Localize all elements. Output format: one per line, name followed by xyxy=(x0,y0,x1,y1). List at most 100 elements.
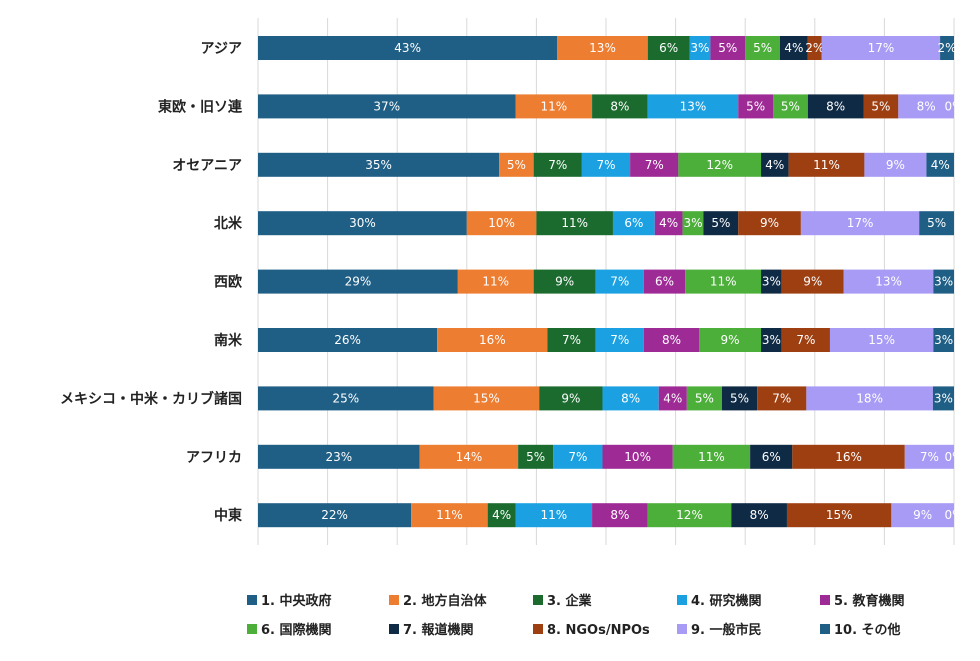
category-label: 南米 xyxy=(214,332,243,349)
data-label: 15% xyxy=(868,333,895,347)
data-label: 15% xyxy=(826,508,853,522)
data-label: 16% xyxy=(479,333,506,347)
legend-label: 8. NGOs/NPOs xyxy=(547,623,650,638)
data-label: 11% xyxy=(813,158,840,172)
data-label: 9% xyxy=(561,391,580,405)
data-label: 9% xyxy=(886,158,905,172)
bar-segment xyxy=(933,328,954,352)
data-label: 8% xyxy=(662,333,681,347)
legend-swatch xyxy=(247,595,257,605)
data-label: 6% xyxy=(655,275,674,289)
bar-segment xyxy=(258,444,420,469)
data-label: 7% xyxy=(562,333,581,347)
data-label: 5% xyxy=(730,391,749,405)
bar-segment xyxy=(722,386,758,411)
data-label: 37% xyxy=(373,99,400,113)
bar-segment xyxy=(499,152,534,177)
legend-swatch xyxy=(533,624,543,634)
bar-segment xyxy=(699,328,762,352)
category-label: 西欧 xyxy=(214,274,242,291)
bar-segment xyxy=(761,152,789,177)
bar-segment xyxy=(258,94,516,119)
bar-segment xyxy=(686,386,722,411)
category-label: 東欧・旧ソ連 xyxy=(158,98,243,115)
legend-swatch xyxy=(389,624,399,634)
legend-label: 1. 中央政府 xyxy=(261,593,332,609)
bar-segment xyxy=(807,94,864,119)
bar-segment xyxy=(933,269,954,294)
legend-swatch xyxy=(820,624,830,634)
bar-segment xyxy=(864,152,927,177)
bar-segment xyxy=(258,211,467,236)
category-label: 中東 xyxy=(214,507,242,524)
data-label: 3% xyxy=(934,333,953,347)
bar-segment xyxy=(682,211,704,236)
data-label: 11% xyxy=(710,275,737,289)
data-label: 12% xyxy=(706,158,733,172)
bar-segment xyxy=(780,36,808,60)
legend-label: 3. 企業 xyxy=(547,593,593,609)
bar-segment xyxy=(258,36,558,60)
bar-segment xyxy=(654,211,683,236)
data-label: 8% xyxy=(826,99,845,113)
data-label: 4% xyxy=(492,508,511,522)
data-label: 35% xyxy=(365,158,392,172)
legend-swatch xyxy=(533,595,543,605)
bar-segment xyxy=(533,152,582,177)
bar-segment xyxy=(738,211,801,236)
legend-label: 10. その他 xyxy=(834,622,901,638)
data-label: 43% xyxy=(394,41,421,55)
data-label: 12% xyxy=(676,508,703,522)
bar-segment xyxy=(761,269,782,294)
data-label: 6% xyxy=(659,41,678,55)
data-label: 23% xyxy=(326,450,353,464)
data-label: 3% xyxy=(683,216,702,230)
bar-segment xyxy=(457,269,534,294)
bar-segment xyxy=(647,94,739,119)
legend-label: 4. 研究機関 xyxy=(691,593,762,609)
bar-segment xyxy=(533,269,596,294)
bar-segment xyxy=(592,94,648,119)
bar-segment xyxy=(581,152,631,177)
data-label: 9% xyxy=(555,275,574,289)
data-label: 4% xyxy=(663,391,682,405)
data-label: 7% xyxy=(610,333,629,347)
legend-label: 2. 地方自治体 xyxy=(403,593,488,609)
data-label: 25% xyxy=(333,391,360,405)
data-label: 5% xyxy=(746,99,765,113)
legend-label: 6. 国際機関 xyxy=(261,622,332,638)
data-label: 8% xyxy=(610,508,629,522)
bar-segment xyxy=(643,269,686,294)
bar-segment xyxy=(672,444,751,469)
bar-segment xyxy=(612,211,655,236)
data-label: 5% xyxy=(526,450,545,464)
bar-segment xyxy=(710,36,746,60)
bar-segment xyxy=(898,94,954,119)
bar-segment xyxy=(630,152,679,177)
bar-segment xyxy=(757,386,807,411)
data-label: 26% xyxy=(334,333,361,347)
bar-segment xyxy=(411,503,488,528)
data-label: 7% xyxy=(548,158,567,172)
bar-segment xyxy=(761,328,782,352)
legend-swatch xyxy=(389,595,399,605)
category-label: オセアニア xyxy=(172,158,242,174)
data-label: 7% xyxy=(796,333,815,347)
data-label: 5% xyxy=(507,158,526,172)
data-label: 5% xyxy=(695,391,714,405)
bar-segment xyxy=(781,269,844,294)
bar-segment xyxy=(539,386,603,411)
data-label: 5% xyxy=(753,41,772,55)
data-label: 3% xyxy=(762,333,781,347)
data-label: 8% xyxy=(621,391,640,405)
data-label: 10% xyxy=(488,216,515,230)
data-label: 6% xyxy=(762,450,781,464)
data-label: 7% xyxy=(645,158,664,172)
bar-segment xyxy=(786,503,892,528)
bar-segment xyxy=(595,328,644,352)
data-label: 11% xyxy=(482,275,509,289)
category-label: メキシコ・中米・カリブ諸国 xyxy=(60,390,242,407)
legend-label: 5. 教育機関 xyxy=(834,593,905,609)
